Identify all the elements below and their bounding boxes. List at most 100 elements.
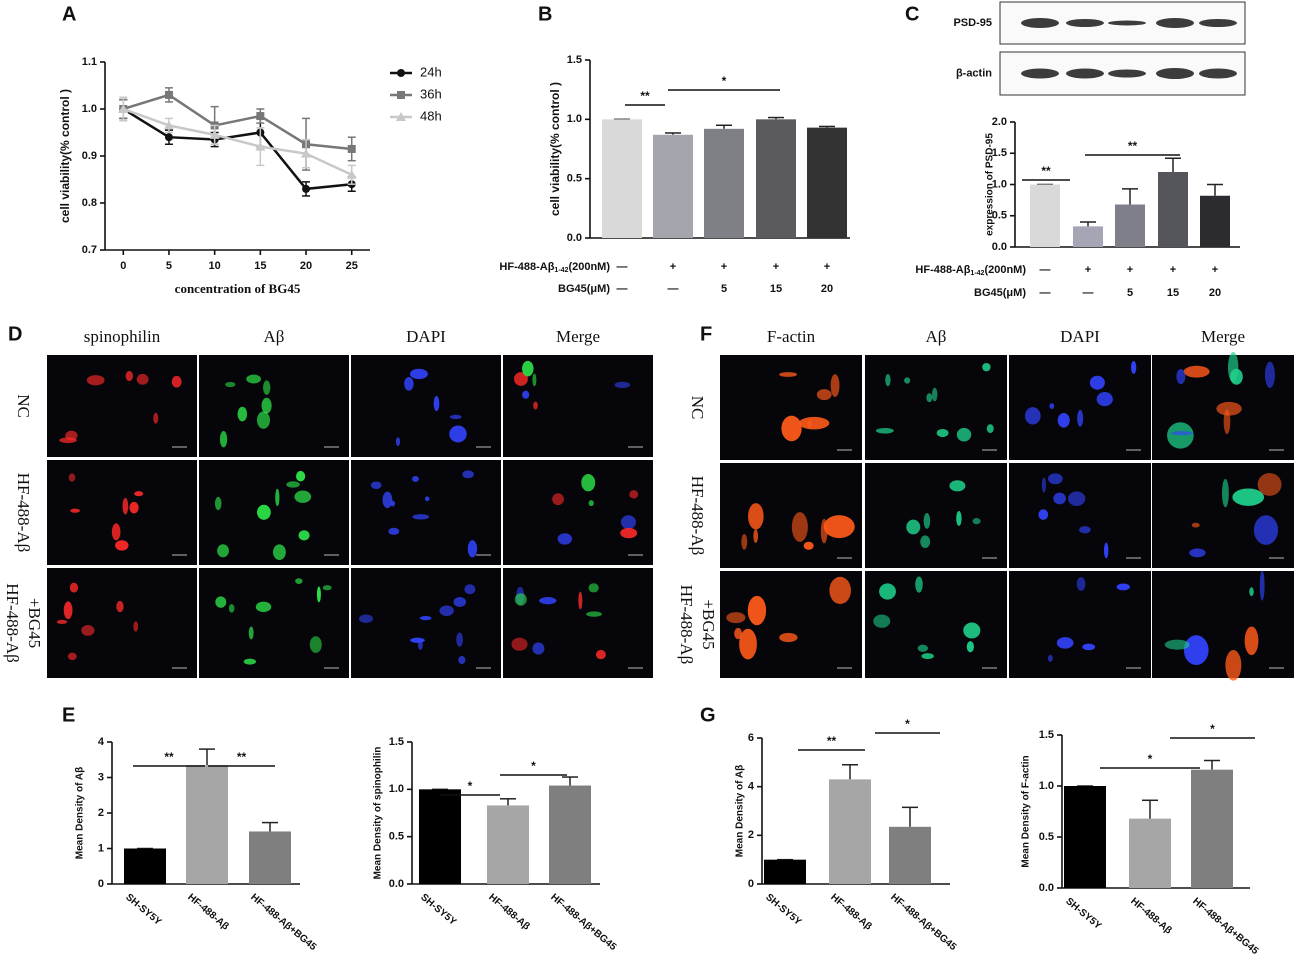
row-label: +BG45 xyxy=(25,598,44,648)
marker xyxy=(163,120,174,130)
treatment-value: — xyxy=(1040,287,1051,299)
cell-signal xyxy=(1047,654,1053,662)
column-label: Merge xyxy=(556,327,600,346)
y-tick-label: 1.1 xyxy=(82,56,97,68)
panel-letter: E xyxy=(62,704,75,726)
cell-signal xyxy=(122,497,129,515)
column-label: Merge xyxy=(1201,327,1245,346)
significance-label: ** xyxy=(237,750,247,764)
significance-label: ** xyxy=(827,734,837,748)
cell-signal xyxy=(382,491,393,509)
y-tick-label: 1 xyxy=(98,842,104,854)
y-tick-label: 0.9 xyxy=(82,150,97,162)
x-tick-label: HF-488-Aβ+BG45 xyxy=(1190,896,1260,957)
cell-signal xyxy=(1096,392,1113,407)
cell-signal xyxy=(885,373,891,387)
cell-signal xyxy=(410,637,425,643)
cell-signal xyxy=(741,534,748,550)
column-label: spinophilin xyxy=(84,327,161,346)
blot-band xyxy=(1021,68,1059,79)
cell-signal xyxy=(1223,409,1231,435)
treatment-value: 5 xyxy=(721,283,727,295)
cell-signal xyxy=(1089,375,1105,390)
cell-signal xyxy=(904,377,911,384)
cell-signal xyxy=(298,530,310,541)
micrograph xyxy=(1009,463,1151,568)
treatment-label: BG45(μM) xyxy=(558,283,610,295)
y-tick-label: 1.5 xyxy=(1039,729,1054,741)
micrograph xyxy=(503,568,653,678)
bar xyxy=(829,779,871,884)
cell-signal xyxy=(464,584,476,595)
cell-signal xyxy=(1079,526,1091,534)
y-axis-label: Mean Density of Aβ xyxy=(75,767,86,859)
cell-signal xyxy=(513,372,528,386)
treatment-label: HF-488-Aβ1-42(200nM) xyxy=(499,261,610,274)
cell-signal xyxy=(225,381,236,388)
cell-signal xyxy=(1228,352,1239,383)
cell-signal xyxy=(753,529,759,543)
treatment-label: BG45(μM) xyxy=(974,287,1026,299)
cell-signal xyxy=(153,412,159,424)
cell-signal xyxy=(1057,413,1070,428)
cell-signal xyxy=(59,437,77,444)
cell-signal xyxy=(552,493,564,506)
bar xyxy=(186,765,228,884)
cell-signal xyxy=(228,604,235,613)
cell-signal xyxy=(1249,587,1254,597)
cell-signal xyxy=(81,624,95,636)
x-tick-label: HF-488-Aβ xyxy=(828,892,873,933)
micrograph xyxy=(351,355,501,457)
legend-marker xyxy=(397,69,405,77)
y-tick-label: 1.5 xyxy=(389,736,404,748)
cell-signal xyxy=(294,490,312,503)
significance-label: ** xyxy=(640,89,650,103)
x-tick-label: HF-488-Aβ+BG45 xyxy=(888,892,958,953)
cell-signal xyxy=(129,501,139,514)
cell-signal xyxy=(931,387,938,402)
cell-signal xyxy=(286,481,300,488)
cell-signal xyxy=(1244,626,1259,656)
bar xyxy=(124,848,166,884)
legend-marker xyxy=(397,91,405,99)
cell-signal xyxy=(56,619,68,624)
panel-letter: G xyxy=(700,704,716,726)
y-tick-label: 1.0 xyxy=(1039,780,1054,792)
marker xyxy=(301,148,312,158)
bar xyxy=(764,859,806,884)
marker xyxy=(164,133,173,142)
cell-signal xyxy=(1077,409,1084,427)
x-tick-label: HF-488-Aβ+BG45 xyxy=(248,892,318,953)
significance-label: * xyxy=(905,717,910,731)
treatment-subscript: 1-42 xyxy=(554,267,568,274)
cell-signal xyxy=(295,578,303,585)
cell-signal xyxy=(748,503,764,530)
cell-signal xyxy=(926,393,933,403)
cell-signal xyxy=(522,360,534,377)
y-tick-label: 0.5 xyxy=(389,831,404,843)
micrograph xyxy=(720,355,862,460)
cell-signal xyxy=(243,658,257,665)
cell-signal xyxy=(539,597,557,605)
panel-letter: B xyxy=(538,3,552,25)
cell-signal xyxy=(1183,365,1210,378)
y-tick-label: 3 xyxy=(98,771,104,783)
bar xyxy=(1158,172,1188,247)
cell-signal xyxy=(915,576,923,593)
cell-signal xyxy=(1232,488,1265,506)
y-tick-label: 1.5 xyxy=(567,54,582,66)
y-tick-label: 0.5 xyxy=(1039,831,1054,843)
cell-signal xyxy=(255,601,272,613)
treatment-value: 20 xyxy=(1209,287,1221,299)
bar xyxy=(1115,204,1145,247)
row-label: NC xyxy=(688,396,707,420)
y-tick-label: 1.0 xyxy=(82,103,97,115)
row-label: HF-488-Aβ xyxy=(677,585,696,664)
column-label: F-actin xyxy=(767,327,816,346)
cell-signal xyxy=(879,583,896,600)
cell-signal xyxy=(798,416,830,430)
treatment-label: HF-488-Aβ1-42(200nM) xyxy=(915,264,1026,277)
treatment-name: BG45(μM) xyxy=(974,287,1026,299)
treatment-value: — xyxy=(1040,264,1051,276)
cell-signal xyxy=(1264,361,1275,389)
